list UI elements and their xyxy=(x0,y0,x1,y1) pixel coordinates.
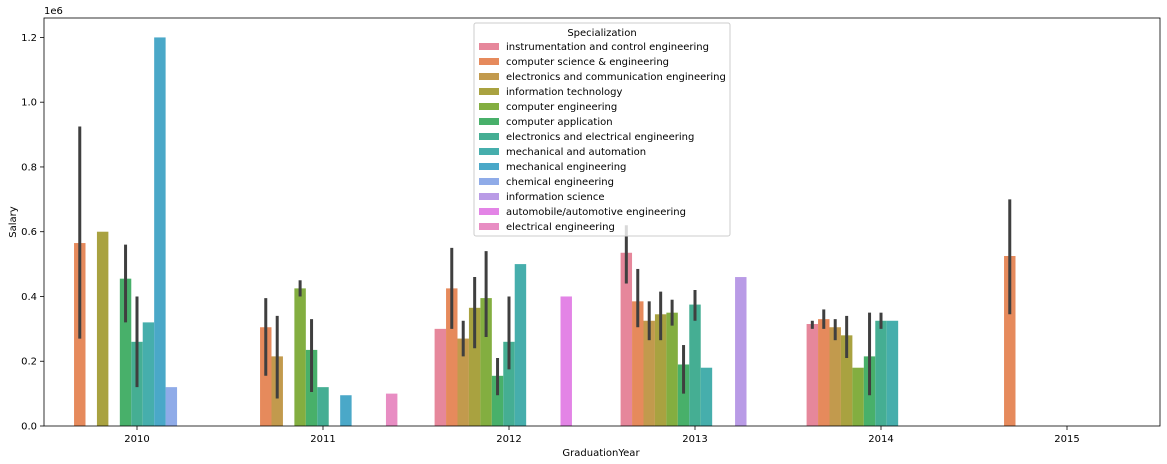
bar xyxy=(643,320,655,426)
bar xyxy=(142,322,155,426)
bar xyxy=(829,327,841,426)
legend-swatch xyxy=(479,73,499,80)
legend-title: Specialization xyxy=(567,28,636,39)
legend-frame xyxy=(473,22,731,237)
legend-swatch xyxy=(479,43,499,50)
legend-swatch xyxy=(479,163,499,170)
bar xyxy=(632,301,644,426)
bar xyxy=(700,367,713,426)
legend-entry: mechanical and automation xyxy=(506,147,646,158)
legend-entry: electronics and communication engineerin… xyxy=(506,72,726,83)
legend-entry: automobile/automotive engineering xyxy=(506,207,686,218)
legend-swatch xyxy=(479,178,499,185)
legend-entry: computer application xyxy=(506,117,613,128)
bar xyxy=(689,304,701,426)
bar xyxy=(666,312,678,426)
legend-swatch xyxy=(479,118,499,125)
bar xyxy=(840,335,853,426)
legend-swatch xyxy=(479,193,499,200)
bar xyxy=(96,231,109,426)
legend-entry: chemical engineering xyxy=(506,177,614,188)
x-tick-label: 2013 xyxy=(682,434,707,445)
axes-group: 0.0 0.2 0.4 0.6 0.8 1.0 1.2 2010 2011 2012 2013 201… xyxy=(21,17,1161,445)
bar xyxy=(514,264,527,426)
legend-entry: instrumentation and control engineering xyxy=(506,42,709,53)
bar xyxy=(491,375,504,426)
y-tick-label: 1.0 xyxy=(21,98,37,109)
legend-swatch xyxy=(479,133,499,140)
bar xyxy=(294,288,306,426)
legend-swatch xyxy=(479,208,499,215)
legend-entry: mechanical engineering xyxy=(506,162,626,173)
bar xyxy=(165,387,178,426)
bar xyxy=(818,319,830,426)
y-axis-label: Salary xyxy=(8,206,19,237)
legend-swatch xyxy=(479,223,499,230)
y-tick-label: 0.8 xyxy=(21,162,37,173)
axes-frame xyxy=(43,17,1161,427)
x-tick-label: 2010 xyxy=(124,434,149,445)
bar xyxy=(340,395,352,426)
bar xyxy=(875,320,887,426)
legend-swatch xyxy=(479,88,499,95)
bar xyxy=(434,328,447,426)
legend-entry: electronics and electrical engineering xyxy=(506,132,694,143)
bar xyxy=(480,298,492,426)
legend-entry: computer science & engineering xyxy=(506,57,669,68)
bar xyxy=(735,277,747,426)
bar xyxy=(446,288,458,426)
x-tick-label: 2014 xyxy=(868,434,893,445)
bar xyxy=(852,367,864,426)
legend-swatch xyxy=(479,148,499,155)
bar xyxy=(154,37,166,427)
bar xyxy=(503,341,515,426)
bar xyxy=(260,327,272,426)
legend: Specialization instrumentation and contr… xyxy=(473,22,731,237)
bar xyxy=(119,278,132,426)
bar xyxy=(385,393,398,426)
bar xyxy=(677,364,690,426)
bar xyxy=(317,387,329,426)
x-tick-label: 2015 xyxy=(1054,434,1079,445)
y-tick-label: 0.4 xyxy=(21,292,37,303)
legend-entry: information technology xyxy=(506,87,623,98)
legend-entry: information science xyxy=(506,192,605,203)
y-tick-label: 0.6 xyxy=(21,227,37,238)
y-tick-label: 0.0 xyxy=(21,422,37,433)
bar xyxy=(654,314,667,426)
bar xyxy=(468,307,481,426)
y-offset-text: 1e6 xyxy=(44,6,63,17)
x-tick-label: 2011 xyxy=(310,434,335,445)
legend-entry: computer engineering xyxy=(506,102,617,113)
legend-swatch xyxy=(479,103,499,110)
legend-swatch xyxy=(479,58,499,65)
bar xyxy=(560,296,572,426)
bar xyxy=(806,324,819,426)
bar xyxy=(1004,256,1016,426)
y-tick-label: 0.2 xyxy=(21,357,37,368)
x-tick-label: 2012 xyxy=(496,434,521,445)
bar xyxy=(886,320,899,426)
bars-group xyxy=(74,37,1016,427)
bar xyxy=(620,252,633,426)
x-axis-label: GraduationYear xyxy=(562,448,640,459)
legend-entry: electrical engineering xyxy=(506,222,615,233)
bar xyxy=(457,338,469,426)
y-tick-label: 1.2 xyxy=(21,33,37,44)
